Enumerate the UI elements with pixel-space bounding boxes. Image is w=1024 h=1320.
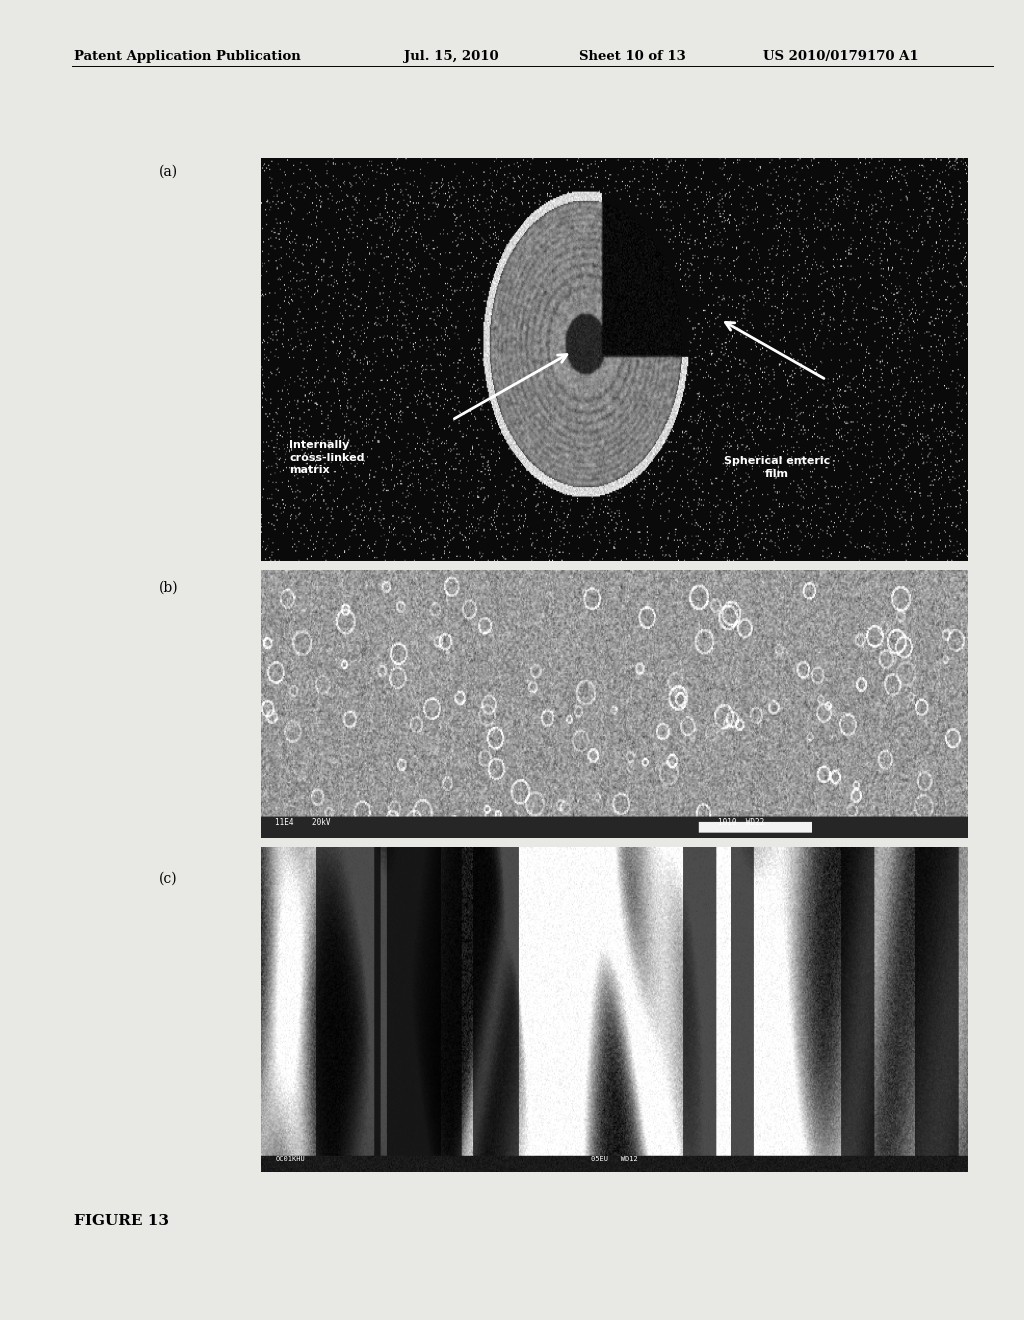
Text: (b): (b): [159, 581, 178, 595]
Text: OC01KHU: OC01KHU: [275, 1156, 305, 1163]
Text: (c): (c): [159, 871, 177, 886]
Text: 11E4    20kV: 11E4 20kV: [275, 818, 331, 828]
Text: Spherical enteric
film: Spherical enteric film: [724, 457, 830, 479]
Text: (a): (a): [159, 165, 178, 180]
Text: 05EU   WD12: 05EU WD12: [591, 1156, 638, 1163]
Text: FIGURE 13: FIGURE 13: [74, 1214, 169, 1229]
Text: 1010  WD22: 1010 WD22: [719, 818, 765, 828]
Text: Patent Application Publication: Patent Application Publication: [74, 50, 300, 63]
Text: Jul. 15, 2010: Jul. 15, 2010: [404, 50, 499, 63]
Text: Sheet 10 of 13: Sheet 10 of 13: [579, 50, 685, 63]
Text: Internally
cross-linked
matrix: Internally cross-linked matrix: [290, 441, 365, 475]
Text: US 2010/0179170 A1: US 2010/0179170 A1: [763, 50, 919, 63]
